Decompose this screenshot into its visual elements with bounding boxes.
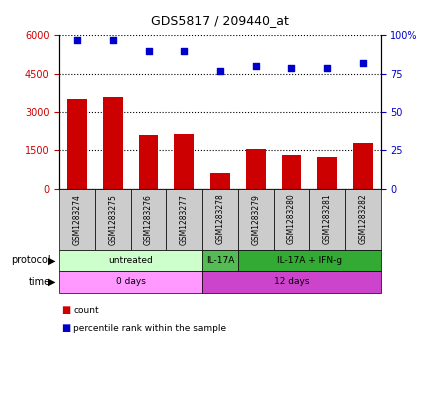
Bar <box>139 135 158 189</box>
Text: GSM1283276: GSM1283276 <box>144 194 153 244</box>
Text: GSM1283275: GSM1283275 <box>108 194 117 244</box>
Text: ▶: ▶ <box>48 277 55 287</box>
Point <box>110 37 117 43</box>
Bar <box>282 155 301 189</box>
Text: GSM1283282: GSM1283282 <box>358 194 367 244</box>
Bar <box>175 134 194 189</box>
Text: IL-17A: IL-17A <box>206 256 234 265</box>
Text: ▶: ▶ <box>48 255 55 265</box>
Text: GSM1283274: GSM1283274 <box>73 194 82 244</box>
Text: GSM1283277: GSM1283277 <box>180 194 189 244</box>
Point <box>181 48 188 54</box>
Text: GSM1283279: GSM1283279 <box>251 194 260 244</box>
Point <box>145 48 152 54</box>
Text: ■: ■ <box>62 305 71 316</box>
Text: percentile rank within the sample: percentile rank within the sample <box>73 324 227 332</box>
Bar <box>317 157 337 189</box>
Bar <box>246 149 265 189</box>
Point <box>74 37 81 43</box>
Text: 0 days: 0 days <box>116 277 146 286</box>
Bar <box>210 173 230 189</box>
Text: IL-17A + IFN-g: IL-17A + IFN-g <box>277 256 342 265</box>
Text: GSM1283281: GSM1283281 <box>323 194 332 244</box>
Bar <box>103 97 123 189</box>
Point <box>216 68 224 74</box>
Point <box>323 64 330 71</box>
Text: 12 days: 12 days <box>274 277 309 286</box>
Text: time: time <box>29 277 51 287</box>
Bar <box>353 143 373 189</box>
Point <box>359 60 366 66</box>
Text: ■: ■ <box>62 323 71 333</box>
Text: untreated: untreated <box>108 256 153 265</box>
Point <box>252 63 259 69</box>
Text: GDS5817 / 209440_at: GDS5817 / 209440_at <box>151 14 289 27</box>
Point <box>288 64 295 71</box>
Text: protocol: protocol <box>11 255 51 265</box>
Text: GSM1283280: GSM1283280 <box>287 194 296 244</box>
Text: count: count <box>73 306 99 315</box>
Bar <box>67 99 87 189</box>
Text: GSM1283278: GSM1283278 <box>216 194 224 244</box>
